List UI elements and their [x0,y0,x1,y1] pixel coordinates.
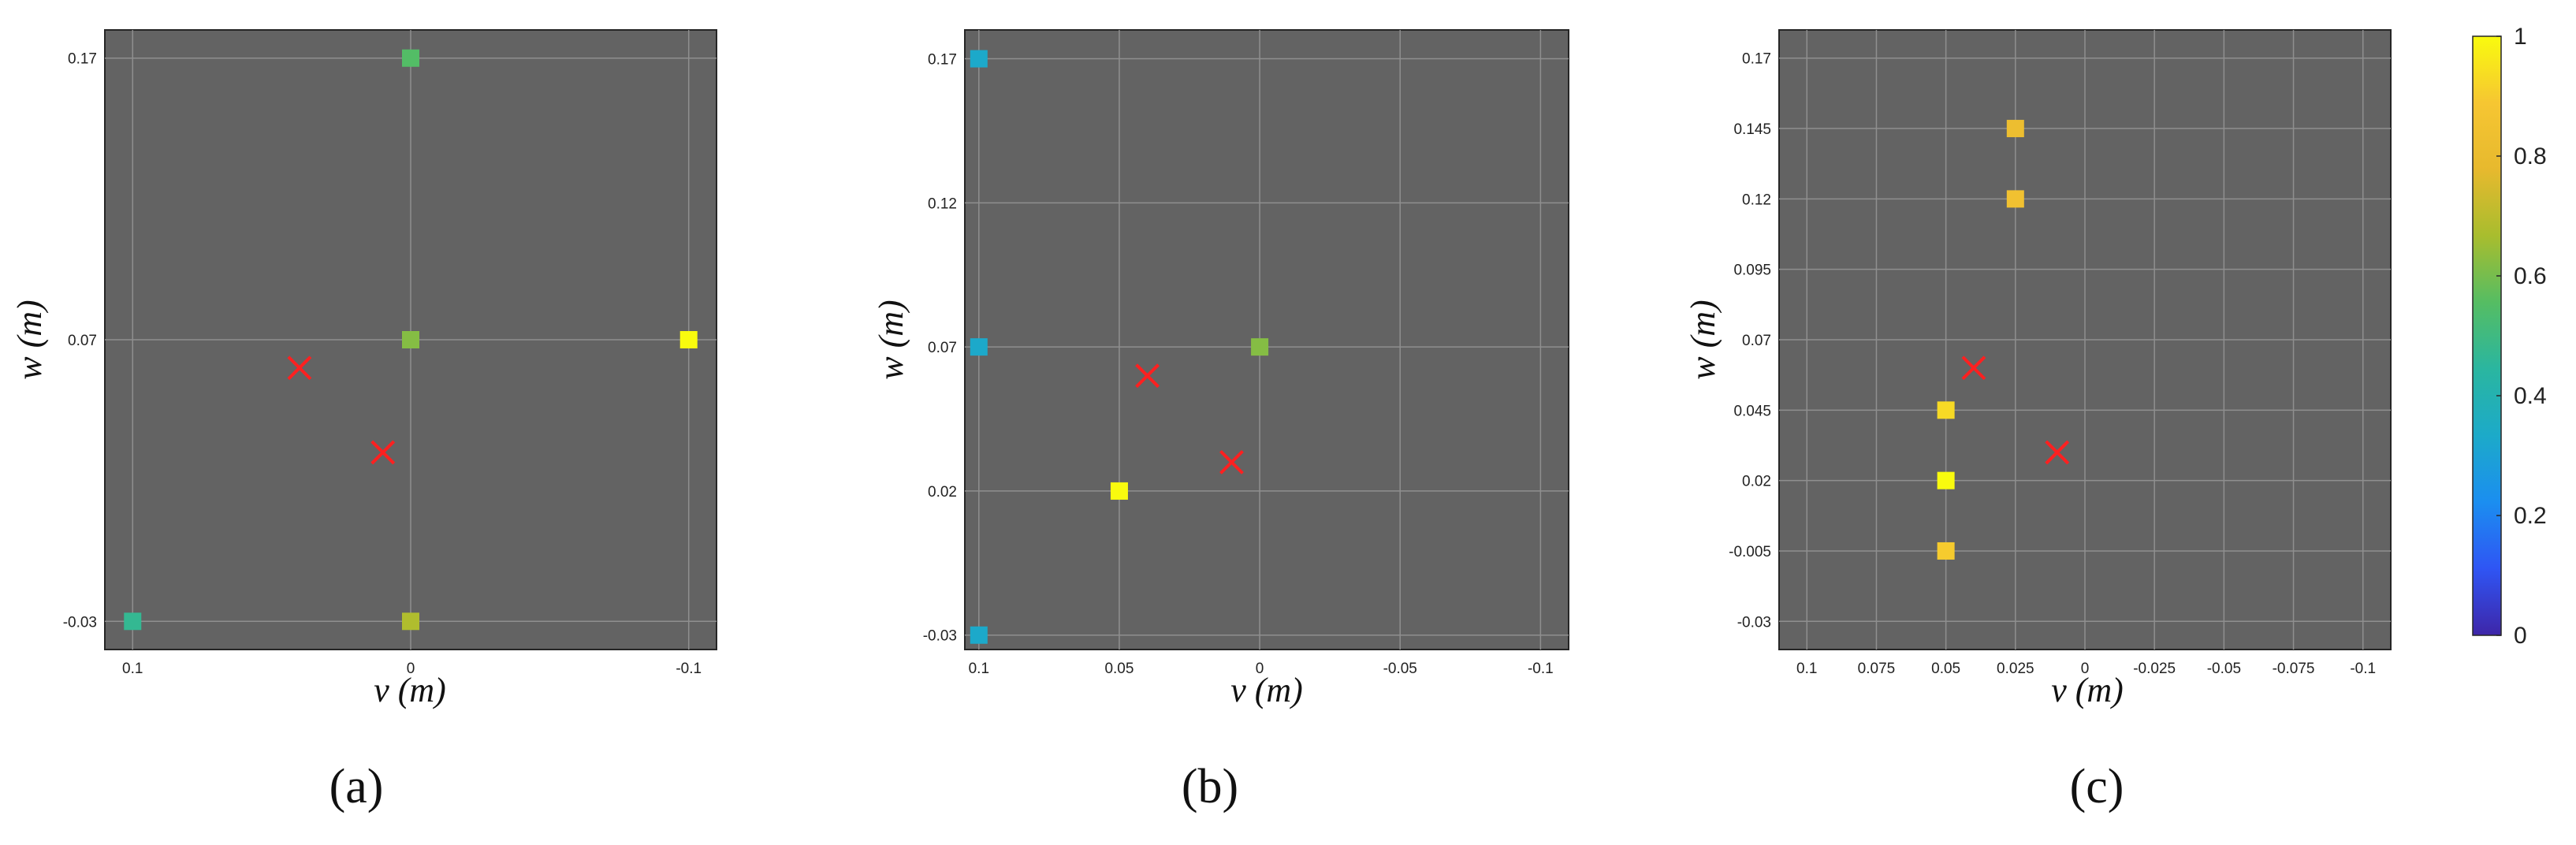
colorbar-tick-label: 0.4 [2514,383,2547,409]
data-marks-b [970,50,1269,644]
data-point-square [402,49,419,67]
x-tick-label: 0 [1256,661,1264,677]
y-axis-label-c: w (m) [1684,300,1722,379]
colorbar-tick-label: 1 [2514,24,2527,50]
x-tick-labels-c: 0.1 0.075 0.05 0.025 0 -0.025 -0.05 -0.075 -0.1 [1796,661,2376,677]
cross-stroke [2045,440,2070,465]
data-point-square [1110,482,1128,500]
y-tick-label: 0.02 [1742,474,1771,490]
colorbar-tick-label: 0.8 [2514,143,2547,169]
data-point-cross [1961,355,1986,381]
x-tick-labels-b: 0.1 0.05 0 -0.05 -0.1 [969,661,1554,677]
x-tick-label: 0.05 [1931,661,1960,677]
cross-stroke [1961,355,1986,381]
colorbar-tick-labels: 0 0.2 0.4 0.6 0.8 1 [2496,24,2547,649]
grid-lines-c [1779,30,2391,650]
panel-label-a: (a) [329,760,384,813]
x-tick-label: -0.1 [2350,661,2376,677]
y-tick-label: -0.03 [923,628,957,645]
x-tick-labels-a: 0.1 0 -0.1 [122,661,702,677]
x-tick-label: -0.025 [2133,661,2176,677]
data-point-square [2006,120,2024,138]
colorbar-tick-label: 0.6 [2514,263,2547,289]
y-tick-label: -0.03 [1737,614,1771,631]
panel-b: 0.1 0.05 0 -0.05 -0.1 -0.030.020.070.120.17 … [872,29,1569,813]
data-point-square [970,338,988,356]
y-tick-label: 0.145 [1733,121,1771,138]
data-point-square [1937,542,1955,560]
data-point-square [402,331,419,348]
cross-stroke [370,440,396,465]
data-point-cross [1135,363,1160,389]
x-tick-label: -0.05 [2207,661,2241,677]
y-tick-label: 0.12 [1742,192,1771,208]
data-marks-a [124,49,698,631]
cross-stroke [287,355,312,381]
x-tick-label: 0 [2081,661,2090,677]
x-tick-label: 0.1 [1796,661,1817,677]
x-tick-label: 0 [407,661,415,677]
data-point-cross [287,355,312,381]
panel-label-b: (b) [1182,760,1238,813]
colorbar: 0 0.2 0.4 0.6 0.8 1 [2472,24,2547,649]
x-axis-label-c: v (m) [2051,671,2124,709]
cross-stroke [1135,363,1160,389]
cross-stroke [1219,449,1244,475]
data-point-square [1937,471,1955,490]
panel-a: 0.1 0 -0.1 -0.03 0.07 0.17 v (m) w (m) (a) [10,29,717,813]
y-tick-label: 0.17 [928,52,957,69]
data-point-square [1937,401,1955,419]
y-tick-labels-c: -0.03 -0.005 0.02 0.045 0.07 0.095 0.12 0.145 0.… [1729,51,1771,631]
y-axis-label-b: w (m) [872,300,910,379]
data-point-square [679,331,698,348]
y-tick-label: 0.095 [1733,262,1771,279]
panel-c: 0.1 0.075 0.05 0.025 0 -0.025 -0.05 -0.075 -0.1 … [1684,29,2392,813]
y-tick-label: 0.17 [68,51,97,68]
y-tick-labels-b: -0.03 0.02 0.07 0.12 0.17 [923,52,957,645]
colorbar-gradient [2472,35,2502,636]
x-tick-label: 0.025 [1997,661,2034,677]
grid-lines-b [965,30,1569,650]
y-axis-label-a: w (m) [10,300,49,379]
data-point-cross [2045,440,2070,465]
y-tick-label: 0.12 [928,195,957,212]
x-tick-label: 0.05 [1104,661,1134,677]
x-tick-label: -0.05 [1383,661,1417,677]
data-point-cross [370,440,396,465]
y-tick-label: 0.07 [928,340,957,356]
x-axis-label-b: v (m) [1230,671,1303,709]
y-tick-label: -0.005 [1729,544,1771,560]
y-tick-label: 0.02 [928,484,957,501]
x-axis-label-a: v (m) [374,671,446,709]
x-tick-label: 0.1 [122,661,143,677]
x-tick-label: -0.1 [676,661,702,677]
data-point-cross [1219,449,1244,475]
y-tick-label: -0.03 [63,614,97,631]
data-marks-c [1937,120,2070,560]
x-tick-label: -0.075 [2273,661,2315,677]
colorbar-tick-label: 0 [2514,623,2527,649]
data-point-square [970,50,988,68]
x-tick-label: 0.075 [1858,661,1896,677]
y-tick-label: 0.07 [68,333,97,349]
y-tick-label: 0.045 [1733,403,1771,419]
y-tick-label: 0.17 [1742,51,1771,68]
x-tick-label: 0.1 [969,661,989,677]
data-point-square [970,626,988,644]
data-point-square [402,612,419,631]
colorbar-tick-label: 0.2 [2514,503,2547,529]
x-tick-label: -0.1 [1528,661,1554,677]
panel-label-c: (c) [2070,760,2124,813]
y-tick-labels-a: -0.03 0.07 0.17 [63,51,97,631]
data-point-square [2006,190,2024,208]
data-point-square [124,612,142,631]
data-point-square [1251,338,1269,356]
y-tick-label: 0.07 [1742,333,1771,349]
